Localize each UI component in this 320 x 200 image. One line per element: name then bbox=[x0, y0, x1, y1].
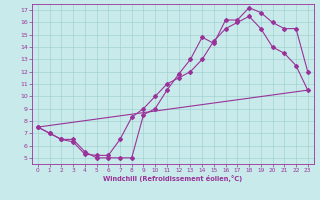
X-axis label: Windchill (Refroidissement éolien,°C): Windchill (Refroidissement éolien,°C) bbox=[103, 175, 243, 182]
